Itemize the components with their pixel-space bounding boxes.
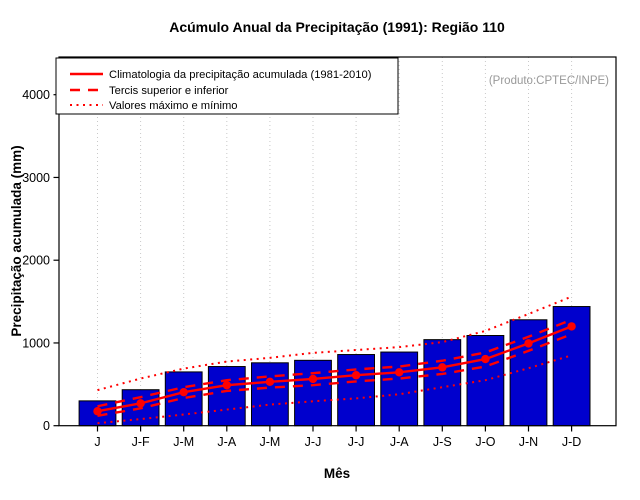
chart-title: Acúmulo Anual da Precipitação (1991): Re… xyxy=(169,19,505,35)
marker-climatologia xyxy=(567,322,576,331)
y-tick-label: 2000 xyxy=(22,254,50,268)
marker-climatologia xyxy=(265,377,275,387)
x-tick-label: J-N xyxy=(519,435,538,449)
x-axis-title: Mês xyxy=(324,466,350,481)
y-tick-label: 0 xyxy=(43,419,50,433)
producer-annotation: (Produto:CPTEC/INPE) xyxy=(489,75,609,87)
bar-3 xyxy=(164,371,203,427)
marker-climatologia xyxy=(136,399,145,408)
bar-10 xyxy=(466,335,505,427)
marker-climatologia xyxy=(93,407,102,416)
x-tick-label: J xyxy=(94,435,100,449)
plot-area: 0 1000 2000 3000 4000 J J-F J-M J-A J-M J-J J-J J-A J… xyxy=(22,57,591,449)
legend-item-tercis: Tercis superior e inferior xyxy=(109,85,229,97)
bar-6 xyxy=(294,359,332,427)
y-axis-title: Precipitação acumulada (mm) xyxy=(9,145,24,336)
bar-5 xyxy=(251,362,289,427)
bar-9 xyxy=(423,339,462,427)
plot-frame xyxy=(58,56,617,427)
y-tick-label: 4000 xyxy=(22,88,50,102)
marker-climatologia xyxy=(308,374,318,384)
x-tick-label: J-A xyxy=(217,435,236,449)
legend-item-max-min: Valores máximo e mínimo xyxy=(109,100,238,112)
marker-climatologia xyxy=(438,363,447,372)
x-tick-label: J-F xyxy=(132,435,150,449)
marker-climatologia xyxy=(481,354,490,364)
marker-climatologia xyxy=(395,368,404,377)
x-tick-label: J-A xyxy=(390,435,409,449)
line-climatologia xyxy=(97,325,573,413)
legend-box xyxy=(55,57,399,115)
x-tick-label: J-M xyxy=(259,435,280,449)
y-tick-label: 1000 xyxy=(22,336,50,350)
legend: Climatologia da precipitação acumulada (… xyxy=(55,57,399,115)
marker-climatologia xyxy=(351,371,361,380)
x-tick-label: J-J xyxy=(305,435,322,449)
x-tick-label: J-S xyxy=(433,435,452,449)
marker-climatologia xyxy=(524,339,533,348)
line-minimo xyxy=(97,354,572,425)
line-tercil-inferior xyxy=(97,333,573,417)
bar-4 xyxy=(207,366,246,427)
y-tick-label: 3000 xyxy=(22,171,50,185)
marker-climatologia xyxy=(179,387,188,397)
line-maximo xyxy=(97,295,572,392)
bar-8 xyxy=(380,351,419,427)
legend-item-climatologia: Climatologia da precipitação acumulada (… xyxy=(109,69,372,81)
bar-7 xyxy=(337,354,376,427)
marker-climatologia xyxy=(222,380,231,390)
x-tick-label: J-J xyxy=(348,435,365,449)
x-tick-label: J-O xyxy=(475,435,495,449)
x-tick-label: J-D xyxy=(562,435,581,449)
line-tercil-superior xyxy=(97,318,573,408)
x-tick-label: J-M xyxy=(173,435,194,449)
